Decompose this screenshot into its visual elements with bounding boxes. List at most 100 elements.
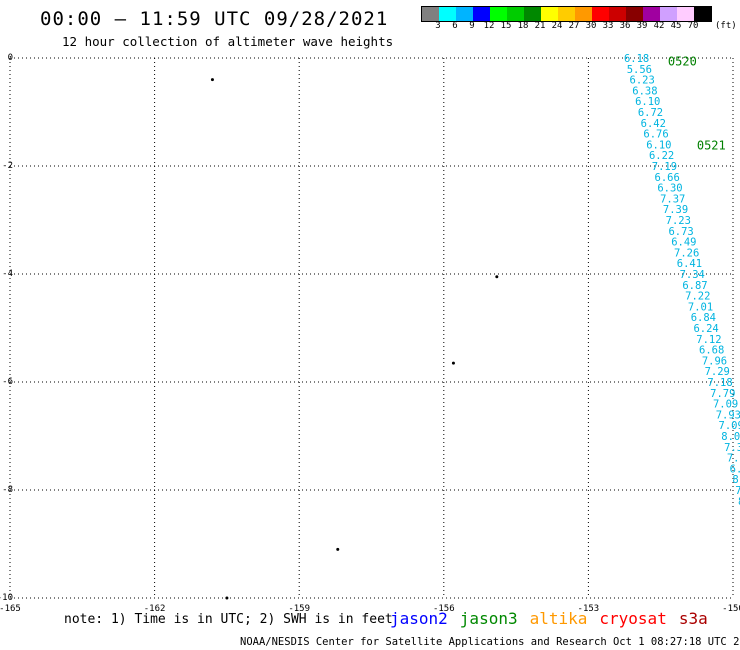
wave-height-value: 6.10 [635,96,660,108]
color-scale-label: 39 [636,21,648,31]
x-tick-label: -162 [144,604,166,614]
wave-height-value: 7.29 [705,366,730,378]
x-tick-label: -150 [722,604,740,614]
footer-credit: NOAA/NESDIS Center for Satellite Applica… [240,636,740,648]
satellite-legend: jason2 jason3 altika cryosat s3a [390,609,708,628]
satellite-name: jason2 [390,609,448,628]
wave-height-value: 7.12 [696,334,721,346]
color-scale-label: 30 [585,21,597,31]
wave-height-value: 6.72 [638,107,663,119]
y-tick-label: -2 [2,161,13,171]
page-subtitle: 12 hour collection of altimeter wave hei… [62,34,394,49]
wave-height-value: 6.87 [682,280,707,292]
color-swatch [592,7,609,21]
color-scale-unit: (ft) [715,21,737,31]
wave-height-value: 7.23 [666,215,691,227]
color-swatch [609,7,626,21]
x-tick-label: -153 [578,604,600,614]
wave-height-value: 6.42 [641,118,666,130]
color-swatch [660,7,677,21]
color-scale-label: 42 [653,21,665,31]
wave-height-value: 7.34 [735,485,740,497]
color-swatch [643,7,660,21]
wave-height-value: 7.18 [707,377,732,389]
color-scale-label: 6 [452,21,458,31]
y-tick-label: -4 [2,269,13,279]
wave-height-value: 7.37 [660,193,685,205]
color-swatch [524,7,541,21]
x-tick-label: -156 [433,604,455,614]
color-swatch [558,7,575,21]
wave-height-value: 6.49 [671,237,696,249]
color-scale-label: 33 [602,21,614,31]
color-scale-bar [421,6,712,22]
wave-height-value: 7.09 [719,420,740,432]
wave-height-value: 6.68 [699,345,724,357]
wave-height-value: 8.09 [732,474,740,486]
wave-height-value: 7.35 [724,442,740,454]
island-marker [451,361,455,365]
color-swatch [490,7,507,21]
color-swatch [439,7,456,21]
wave-height-value: 6.30 [657,183,682,195]
color-scale-label: 18 [517,21,529,31]
island-marker [210,78,214,82]
wave-height-value: 7.22 [685,291,710,303]
color-scale-label: 15 [500,21,512,31]
pass-time-label: 0521 [697,138,726,152]
wave-height-value: 7.96 [702,355,727,367]
wave-height-value: 7.79 [710,388,735,400]
color-scale-label: 24 [551,21,563,31]
wave-height-value: 6.18 [624,53,649,65]
note-text: note: 1) Time is in UTC; 2) SWH is in fe… [64,612,393,627]
color-swatch [541,7,558,21]
y-tick-label: -6 [2,377,13,387]
color-swatch [507,7,524,21]
pass-time-label: 0520 [668,55,697,69]
color-scale-label: 36 [619,21,631,31]
wave-height-value: 6.65 [730,463,740,475]
wave-height-value: 6.66 [655,172,680,184]
island-marker [225,596,229,600]
wave-height-value: 7.01 [688,301,713,313]
color-swatch [626,7,643,21]
y-tick-label: 0 [8,53,13,63]
wave-height-value: 6.23 [630,75,655,87]
color-scale-label: 27 [568,21,580,31]
satellite-name: s3a [678,609,708,628]
x-tick-label: -159 [288,604,310,614]
wave-height-value: 7.26 [674,247,699,259]
color-swatch [473,7,490,21]
wave-height-value: 6.76 [643,129,668,141]
wave-height-value: 6.22 [649,150,674,162]
color-swatch [575,7,592,21]
color-scale-label: 70 [687,21,699,31]
wave-height-value: 6.73 [668,226,693,238]
y-tick-label: -8 [2,485,13,495]
wave-height-value: 6.84 [691,312,716,324]
satellite-name: altika [529,609,588,628]
wave-height-value: 7.09 [713,399,738,411]
wave-height-value: 6.24 [693,323,718,335]
color-scale-label: 45 [670,21,682,31]
color-swatch [422,7,439,21]
wave-height-value: 8.15 [738,496,740,508]
wave-height-value: 5.56 [627,64,652,76]
island-marker [495,275,499,279]
y-tick-label: -10 [0,593,13,603]
color-scale-label: 3 [435,21,441,31]
color-swatch [694,7,711,21]
wave-height-value: 7.93 [716,409,740,421]
color-scale-label: 9 [469,21,475,31]
wave-height-value: 7.19 [652,161,677,173]
x-tick-label: -165 [0,604,21,614]
page-title: 00:00 – 11:59 UTC 09/28/2021 [40,8,389,30]
wave-height-value: 6.10 [646,139,671,151]
wave-height-value: 7.39 [663,204,688,216]
wave-height-value: 7.34 [680,269,705,281]
color-scale-label: 21 [534,21,546,31]
satellite-name: jason3 [459,609,518,628]
wave-height-value: 6.41 [677,258,702,270]
